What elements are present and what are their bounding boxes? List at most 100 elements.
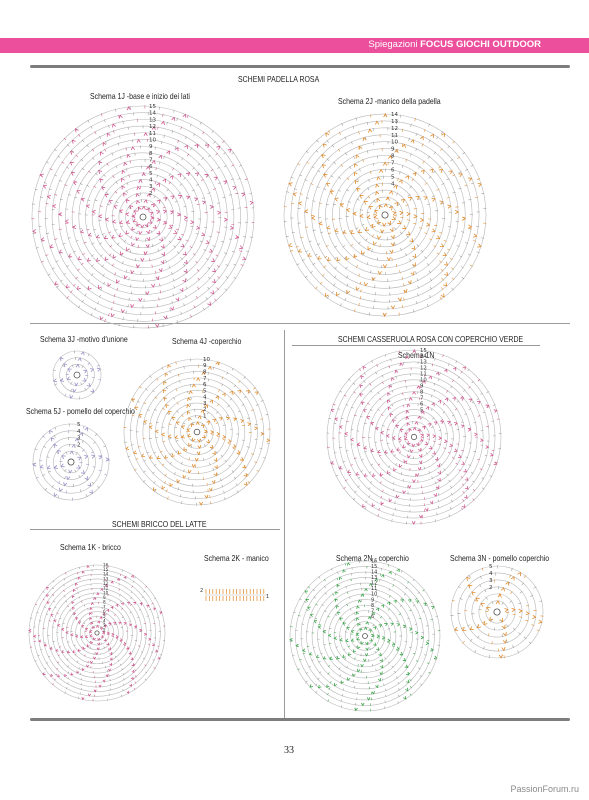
row-number-label: 14	[391, 112, 398, 118]
row-number-label: 5	[203, 388, 207, 394]
casseruola-divider	[292, 345, 540, 346]
label-schema-1j: Schema 1J -base e inizio dei lati	[90, 91, 190, 101]
section-title-padella: SCHEMI PADELLA ROSA	[238, 74, 320, 84]
diagram-rings	[31, 105, 255, 329]
row-number-label: 10	[371, 592, 377, 598]
row-number-label: 11	[371, 586, 377, 592]
row-number-label: 16	[103, 562, 109, 567]
diagram-increases	[288, 113, 482, 317]
diagram-increases	[289, 562, 438, 712]
row-number-label: 2	[489, 585, 493, 591]
row-number-label: 3	[77, 436, 81, 442]
diagram-stitches	[28, 564, 166, 702]
center-divider	[284, 330, 285, 718]
header-bar	[0, 38, 589, 53]
row-number-label: 3	[149, 184, 153, 190]
header-prefix: Spiegazioni	[368, 39, 418, 50]
row-number-label: 11	[103, 586, 109, 591]
row-number-label: 7	[371, 608, 374, 614]
row-number-label: 4	[391, 181, 395, 187]
diagram-increases	[453, 571, 543, 659]
diagram-increases	[32, 427, 110, 497]
row-number-label: 12	[371, 581, 377, 587]
row-number-label: 14	[103, 572, 109, 577]
row-number-label: 5	[77, 422, 81, 428]
row-number-label: 1	[203, 414, 207, 420]
row-number-label: 7	[420, 395, 423, 401]
row-number-label: 15	[420, 348, 427, 354]
row-number-label: 9	[391, 147, 395, 153]
upper-divider	[30, 323, 570, 324]
row-number-label: 2	[103, 628, 106, 633]
section-title-casseruola: SCHEMI CASSERUOLA ROSA CON COPERCHIO VER…	[338, 334, 524, 344]
diagram-increases	[330, 349, 498, 525]
top-frame-line	[30, 65, 570, 68]
row-number-label: 3	[489, 578, 493, 584]
row-number-label: 9	[371, 597, 374, 603]
section-title-bricco: SCHEMI BRICCO DEL LATTE	[112, 519, 207, 529]
bricco-divider	[30, 529, 280, 530]
diagram-rings	[28, 564, 166, 702]
row-number-label: 10	[391, 140, 398, 146]
row-number-label: 6	[391, 167, 395, 173]
row-number-label: 12	[149, 124, 156, 130]
diagram-increases	[28, 564, 163, 701]
row-label-2k-2: 2	[200, 588, 203, 594]
row-number-label: 12	[391, 126, 398, 132]
diagram-rings	[52, 350, 102, 400]
diagram-rings	[32, 423, 110, 501]
page-number: 33	[284, 745, 294, 756]
row-number-label: 8	[371, 603, 374, 609]
header-main-title: FOCUS GIOCHI OUTDOOR	[420, 39, 541, 50]
row-number-label: 2	[77, 442, 81, 448]
label-schema-2k: Schema 2K - manico	[204, 553, 269, 563]
row-number-label: 3	[103, 623, 106, 628]
row-label-2k-1: 1	[266, 594, 269, 600]
row-number-label: 6	[420, 401, 424, 407]
row-number-label: 8	[103, 600, 106, 605]
row-number-label: 10	[103, 590, 109, 595]
label-schema-2j: Schema 2J -manico della padella	[338, 96, 441, 106]
row-number-label: 2	[149, 191, 153, 197]
row-number-label: 10	[203, 357, 210, 363]
row-number-label: 2	[203, 407, 207, 413]
row-number-label: 12	[103, 581, 109, 586]
diagram-stitches	[32, 423, 110, 501]
diagram-increases	[52, 351, 102, 399]
bottom-frame-line	[30, 718, 570, 721]
diagram-rings	[450, 565, 544, 659]
row-number-label: 5	[391, 174, 395, 180]
diagram-increases	[125, 361, 271, 506]
row-number-label: 6	[203, 382, 207, 388]
row-number-label: 6	[149, 164, 153, 170]
row-number-label: 4	[103, 618, 106, 623]
row-number-label: 15	[371, 564, 377, 570]
row-number-label: 7	[203, 376, 207, 382]
row-number-label: 9	[149, 144, 153, 150]
label-schema-5j: Schema 5J - pomello del coperchio	[26, 406, 135, 416]
row-number-label: 3	[203, 401, 207, 407]
label-schema-4j: Schema 4J -coperchio	[172, 336, 242, 346]
row-number-label: 11	[391, 133, 398, 139]
row-number-label: 11	[420, 372, 427, 378]
row-number-label: 15	[103, 567, 109, 572]
diagram-stitches	[52, 350, 102, 400]
row-number-label: 8	[420, 390, 424, 396]
diagram-rings	[123, 358, 271, 506]
row-number-label: 5	[489, 564, 493, 570]
row-number-label: 4	[489, 571, 493, 577]
row-number-label: 13	[391, 119, 398, 125]
row-number-label: 7	[149, 158, 153, 164]
row-number-label: 6	[371, 614, 374, 620]
